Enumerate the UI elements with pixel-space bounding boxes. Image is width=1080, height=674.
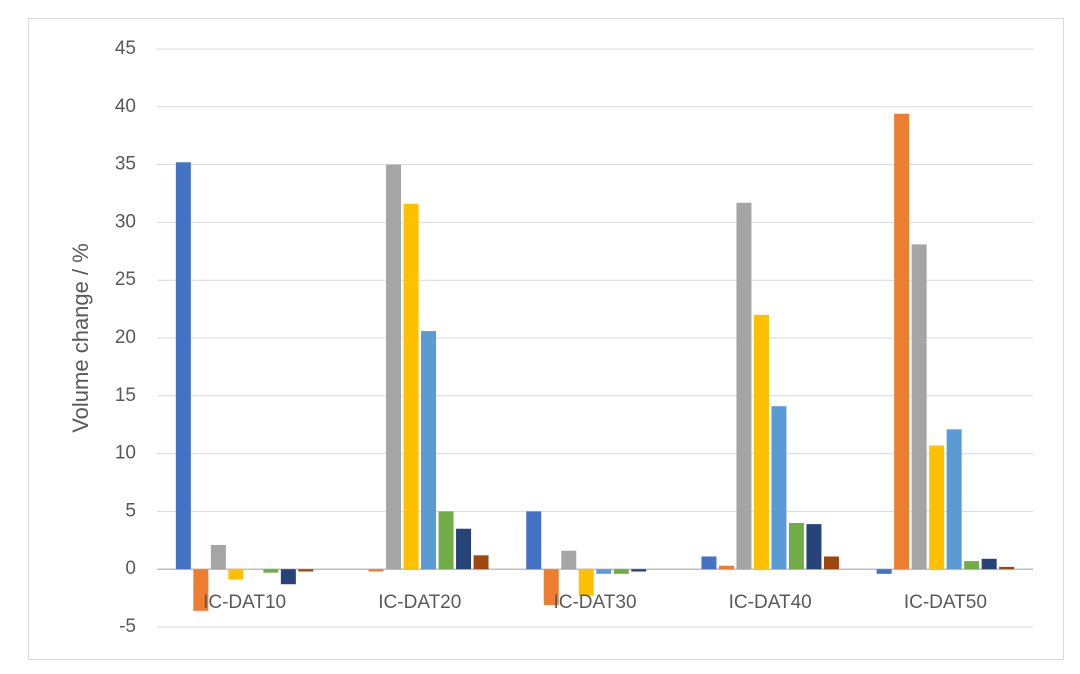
bar	[438, 511, 454, 570]
bar	[613, 569, 629, 574]
bar	[876, 569, 892, 574]
labels: -5 0 5 10 15 20 25 30 35 40 45 IC-DAT10 IC-DAT20 IC-D…	[115, 38, 987, 637]
y-tick-label: 25	[115, 269, 136, 290]
bar	[193, 569, 209, 611]
bar	[946, 429, 962, 570]
y-axis-label: Volume change / %	[68, 243, 93, 433]
bar	[771, 406, 787, 570]
y-tick-label: 45	[115, 38, 136, 59]
bar	[718, 565, 734, 570]
bar	[473, 555, 489, 570]
x-tick-label: IC-DAT20	[378, 592, 461, 613]
x-tick-label: IC-DAT10	[203, 592, 286, 613]
bar	[210, 544, 226, 570]
bar	[280, 569, 296, 585]
bar	[753, 314, 769, 570]
bar	[823, 556, 839, 570]
bar	[964, 561, 980, 570]
bar	[456, 528, 472, 570]
x-tick-label: IC-DAT40	[729, 592, 812, 613]
y-tick-label: -5	[119, 616, 136, 637]
chart-border	[28, 18, 1064, 660]
bar	[894, 113, 910, 570]
bar	[806, 524, 822, 570]
bar	[631, 569, 647, 572]
bar	[228, 569, 244, 580]
y-tick-label: 5	[125, 500, 136, 521]
bar	[578, 569, 594, 596]
bar	[736, 202, 752, 570]
bar	[403, 203, 419, 570]
bars	[175, 113, 1015, 611]
bar	[911, 244, 927, 570]
bar	[368, 569, 384, 572]
bar	[981, 558, 997, 570]
bar	[263, 569, 279, 573]
y-tick-label: 15	[115, 385, 136, 406]
y-tick-label: 30	[115, 211, 136, 232]
x-tick-label: IC-DAT30	[553, 592, 636, 613]
bar	[298, 569, 314, 572]
bar	[788, 522, 804, 570]
bar	[175, 162, 191, 570]
bar	[701, 556, 717, 570]
bar	[526, 511, 542, 570]
x-tick-label: IC-DAT50	[904, 592, 987, 613]
bar	[543, 569, 559, 606]
bar	[421, 331, 437, 570]
y-tick-label: 0	[125, 558, 136, 579]
y-tick-label: 35	[115, 154, 136, 175]
bar	[999, 566, 1015, 570]
bar	[596, 569, 612, 574]
bar	[929, 445, 945, 570]
y-tick-label: 10	[115, 443, 136, 464]
y-tick-label: 40	[115, 96, 136, 117]
bar	[386, 164, 402, 570]
y-tick-label: 20	[115, 327, 136, 348]
bar	[561, 550, 577, 570]
